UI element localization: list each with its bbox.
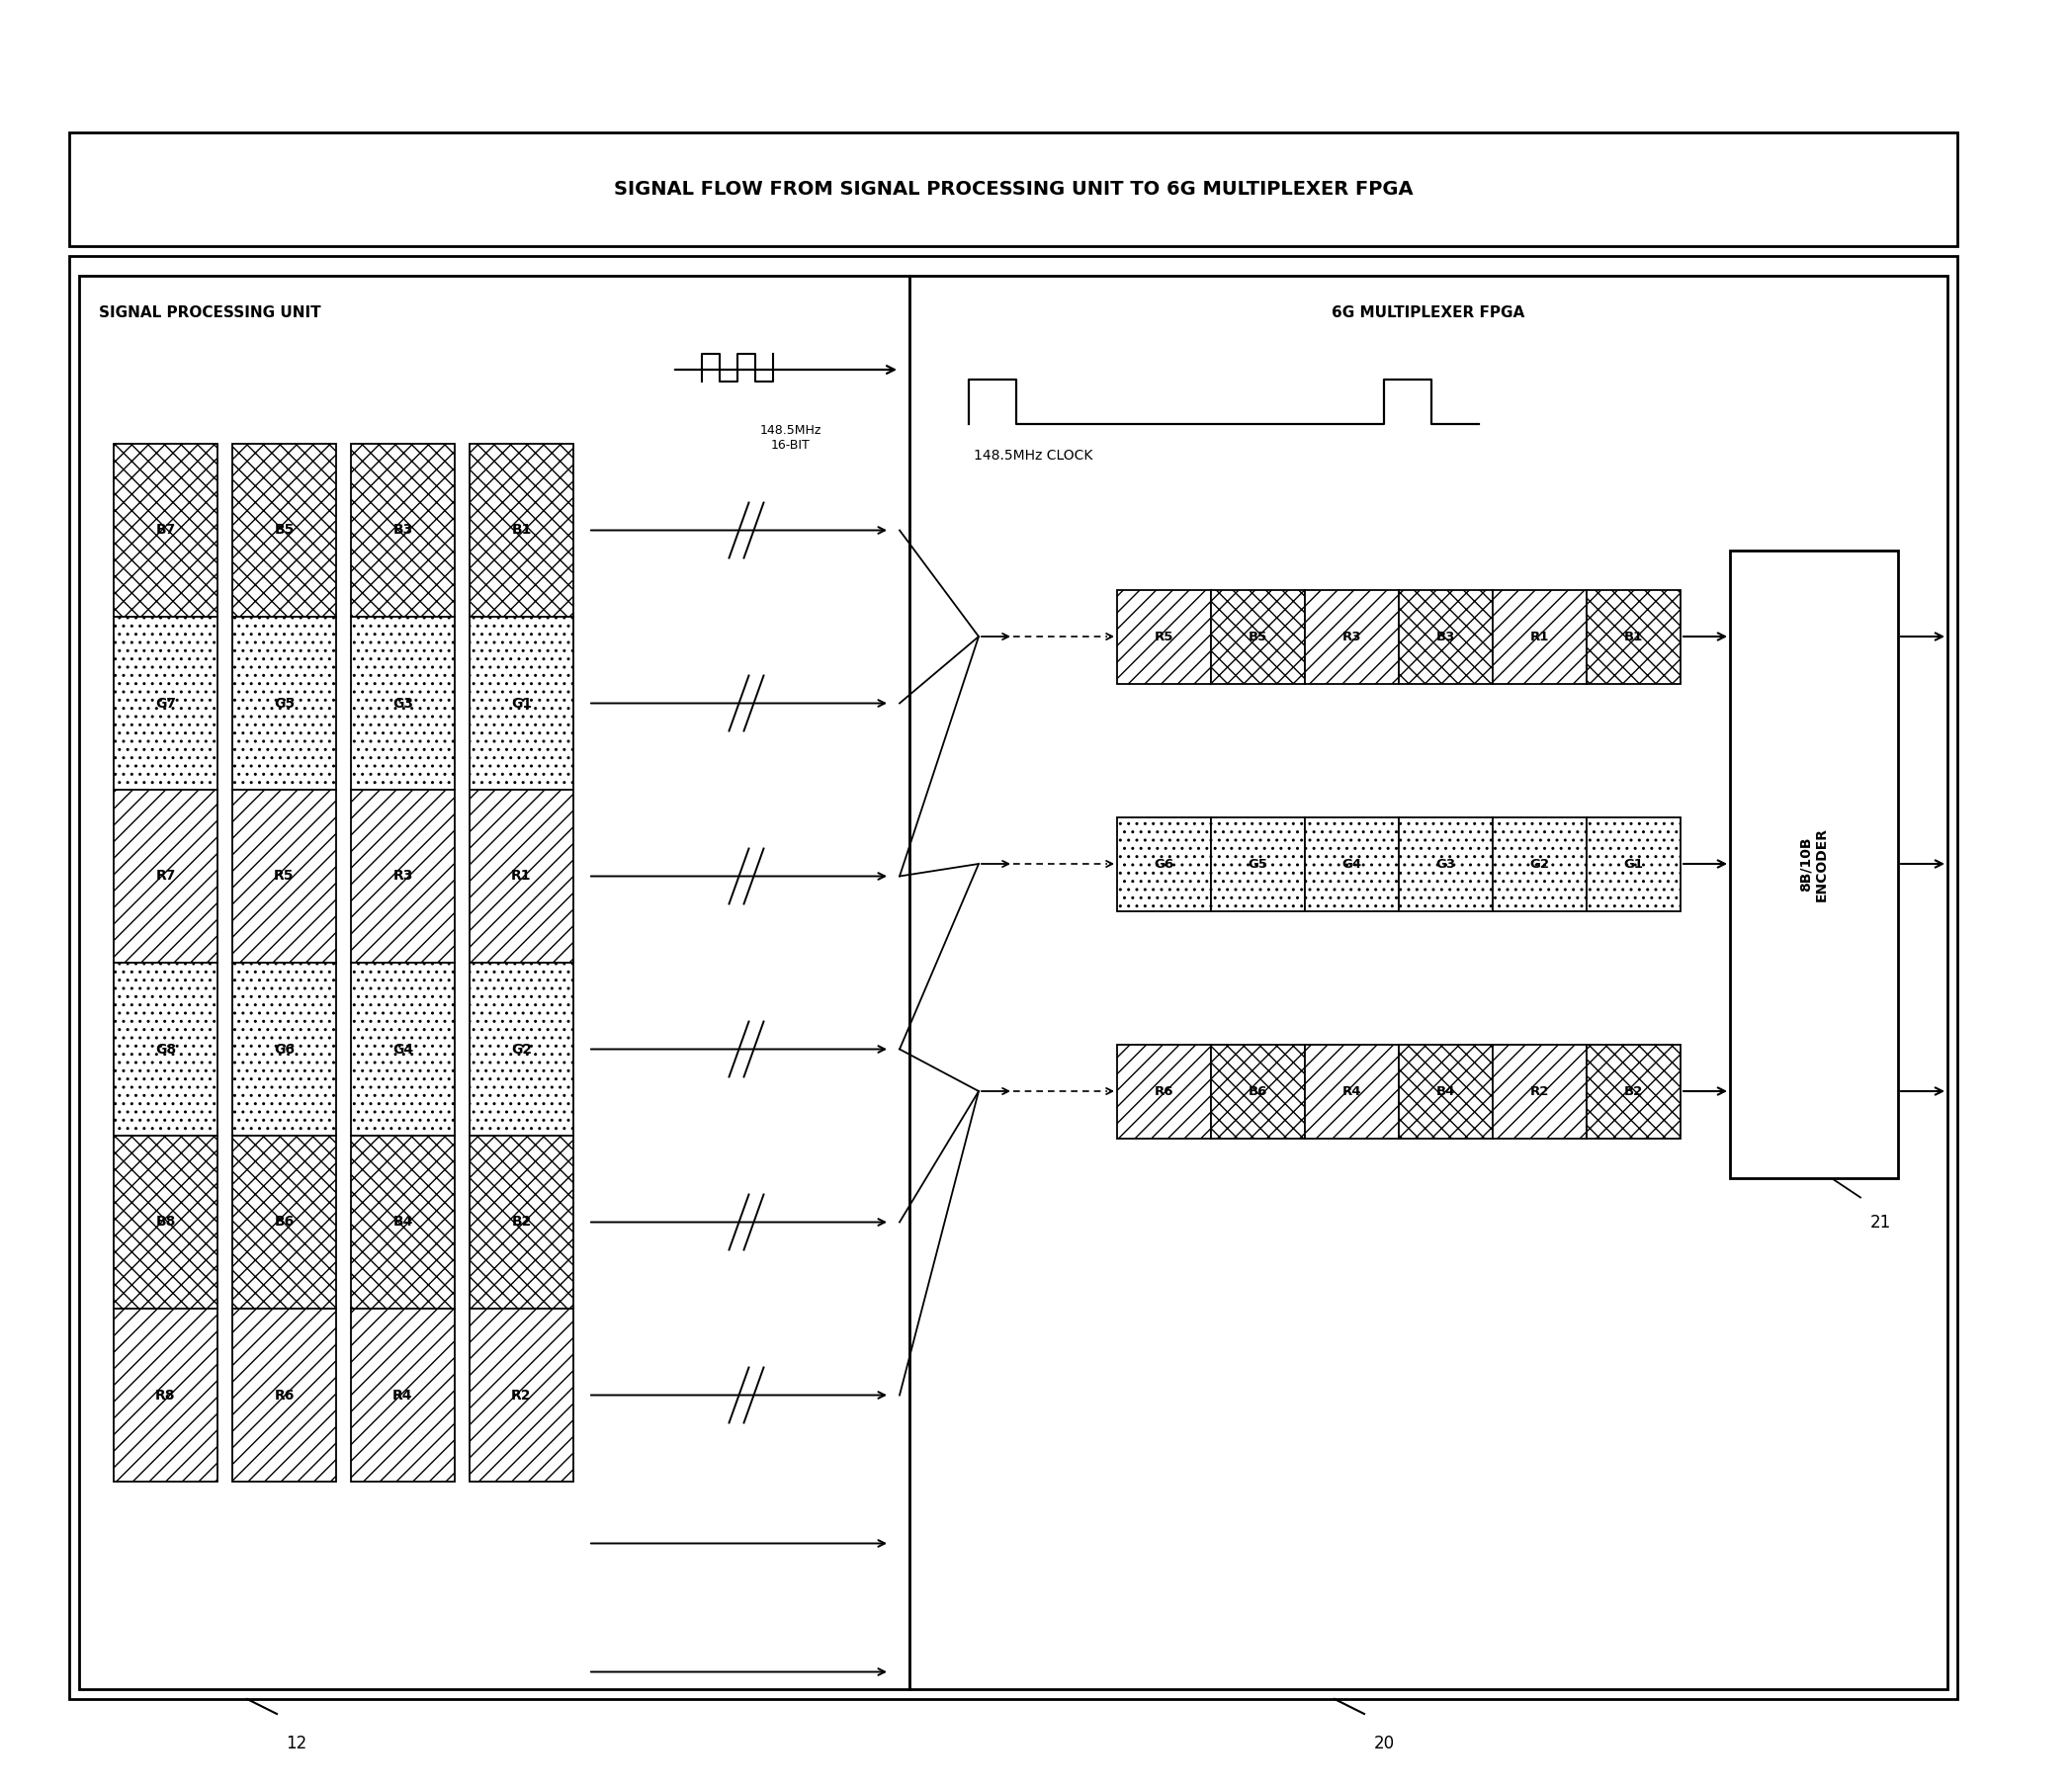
Text: R4: R4 [1343,1085,1361,1098]
Text: R3: R3 [1343,629,1361,644]
Text: B7: B7 [155,524,176,536]
Bar [232,1135,336,1309]
Bar [232,617,336,790]
Text: B6: B6 [274,1216,294,1228]
Text: R1: R1 [1529,629,1550,644]
Text: 12: 12 [286,1734,307,1752]
Bar [350,1309,454,1482]
Text: R4: R4 [394,1387,412,1402]
Bar [232,790,336,962]
Text: 148.5MHz
16-BIT: 148.5MHz 16-BIT [760,424,823,452]
Text: G3: G3 [392,696,412,710]
Text: G8: G8 [155,1042,176,1057]
Bar [1210,1044,1305,1139]
Text: R5: R5 [274,869,294,883]
Text: B5: B5 [1249,629,1268,644]
Text: R2: R2 [512,1387,533,1402]
Text: B3: B3 [1436,629,1455,644]
Text: 148.5MHz CLOCK: 148.5MHz CLOCK [974,449,1092,463]
Text: 20: 20 [1374,1734,1394,1752]
Text: G7: G7 [155,696,176,710]
Bar [350,790,454,962]
Text: G4: G4 [392,1042,412,1057]
Bar [114,1309,218,1482]
Bar [470,1135,574,1309]
Text: G3: G3 [1436,858,1457,871]
Bar [1117,1044,1210,1139]
Text: R2: R2 [1529,1085,1550,1098]
Text: G5: G5 [1247,858,1268,871]
Bar [1117,817,1210,910]
Text: B4: B4 [394,1216,412,1228]
Bar [114,1135,218,1309]
Bar [114,443,218,617]
Bar [232,443,336,617]
Bar [470,1309,574,1482]
Bar [350,1135,454,1309]
Text: SIGNAL FLOW FROM SIGNAL PROCESSING UNIT TO 6G MULTIPLEXER FPGA: SIGNAL FLOW FROM SIGNAL PROCESSING UNIT … [613,181,1413,198]
Text: R5: R5 [1154,629,1173,644]
Bar [350,443,454,617]
Bar [1305,1044,1399,1139]
Bar [232,1309,336,1482]
Text: R8: R8 [155,1387,176,1402]
Bar [470,790,574,962]
Bar [1210,817,1305,910]
Text: B8: B8 [155,1216,176,1228]
Bar [1305,590,1399,683]
Bar [1492,1044,1587,1139]
Bar [68,132,1958,247]
Text: G6: G6 [274,1042,294,1057]
Text: G5: G5 [274,696,294,710]
Text: 21: 21 [1869,1214,1892,1232]
Bar [470,962,574,1135]
Text: R3: R3 [394,869,412,883]
Bar [1399,817,1492,910]
Text: SIGNAL PROCESSING UNIT: SIGNAL PROCESSING UNIT [99,306,321,320]
Text: B3: B3 [394,524,412,536]
Bar [114,790,218,962]
Bar [79,275,910,1690]
Text: G2: G2 [1529,858,1550,871]
Text: R6: R6 [1154,1085,1173,1098]
Bar [1730,551,1898,1178]
Text: G1: G1 [512,696,533,710]
Text: B4: B4 [1436,1085,1455,1098]
Bar [232,962,336,1135]
Text: R7: R7 [155,869,176,883]
Bar [1587,1044,1680,1139]
Bar [1399,1044,1492,1139]
Bar [1587,817,1680,910]
Bar [350,962,454,1135]
Bar [1210,590,1305,683]
Text: B2: B2 [1624,1085,1643,1098]
Text: 6G MULTIPLEXER FPGA: 6G MULTIPLEXER FPGA [1332,306,1525,320]
Bar [350,617,454,790]
Bar [470,617,574,790]
Text: B6: B6 [1247,1085,1268,1098]
Bar [68,256,1958,1699]
Text: G6: G6 [1154,858,1175,871]
Bar [1117,590,1210,683]
Text: G1: G1 [1624,858,1643,871]
Text: B1: B1 [512,524,533,536]
Text: R1: R1 [512,869,533,883]
Bar [114,617,218,790]
Bar [1587,590,1680,683]
Bar [114,962,218,1135]
Text: B5: B5 [274,524,294,536]
Text: G2: G2 [512,1042,533,1057]
Bar [1399,590,1492,683]
Bar [910,275,1948,1690]
Text: B1: B1 [1624,629,1643,644]
Text: B2: B2 [512,1216,533,1228]
Text: R6: R6 [274,1387,294,1402]
Text: G4: G4 [1343,858,1361,871]
Text: 8B/10B
ENCODER: 8B/10B ENCODER [1798,826,1830,901]
Bar [1492,590,1587,683]
Bar [470,443,574,617]
Bar [1305,817,1399,910]
Bar [1492,817,1587,910]
